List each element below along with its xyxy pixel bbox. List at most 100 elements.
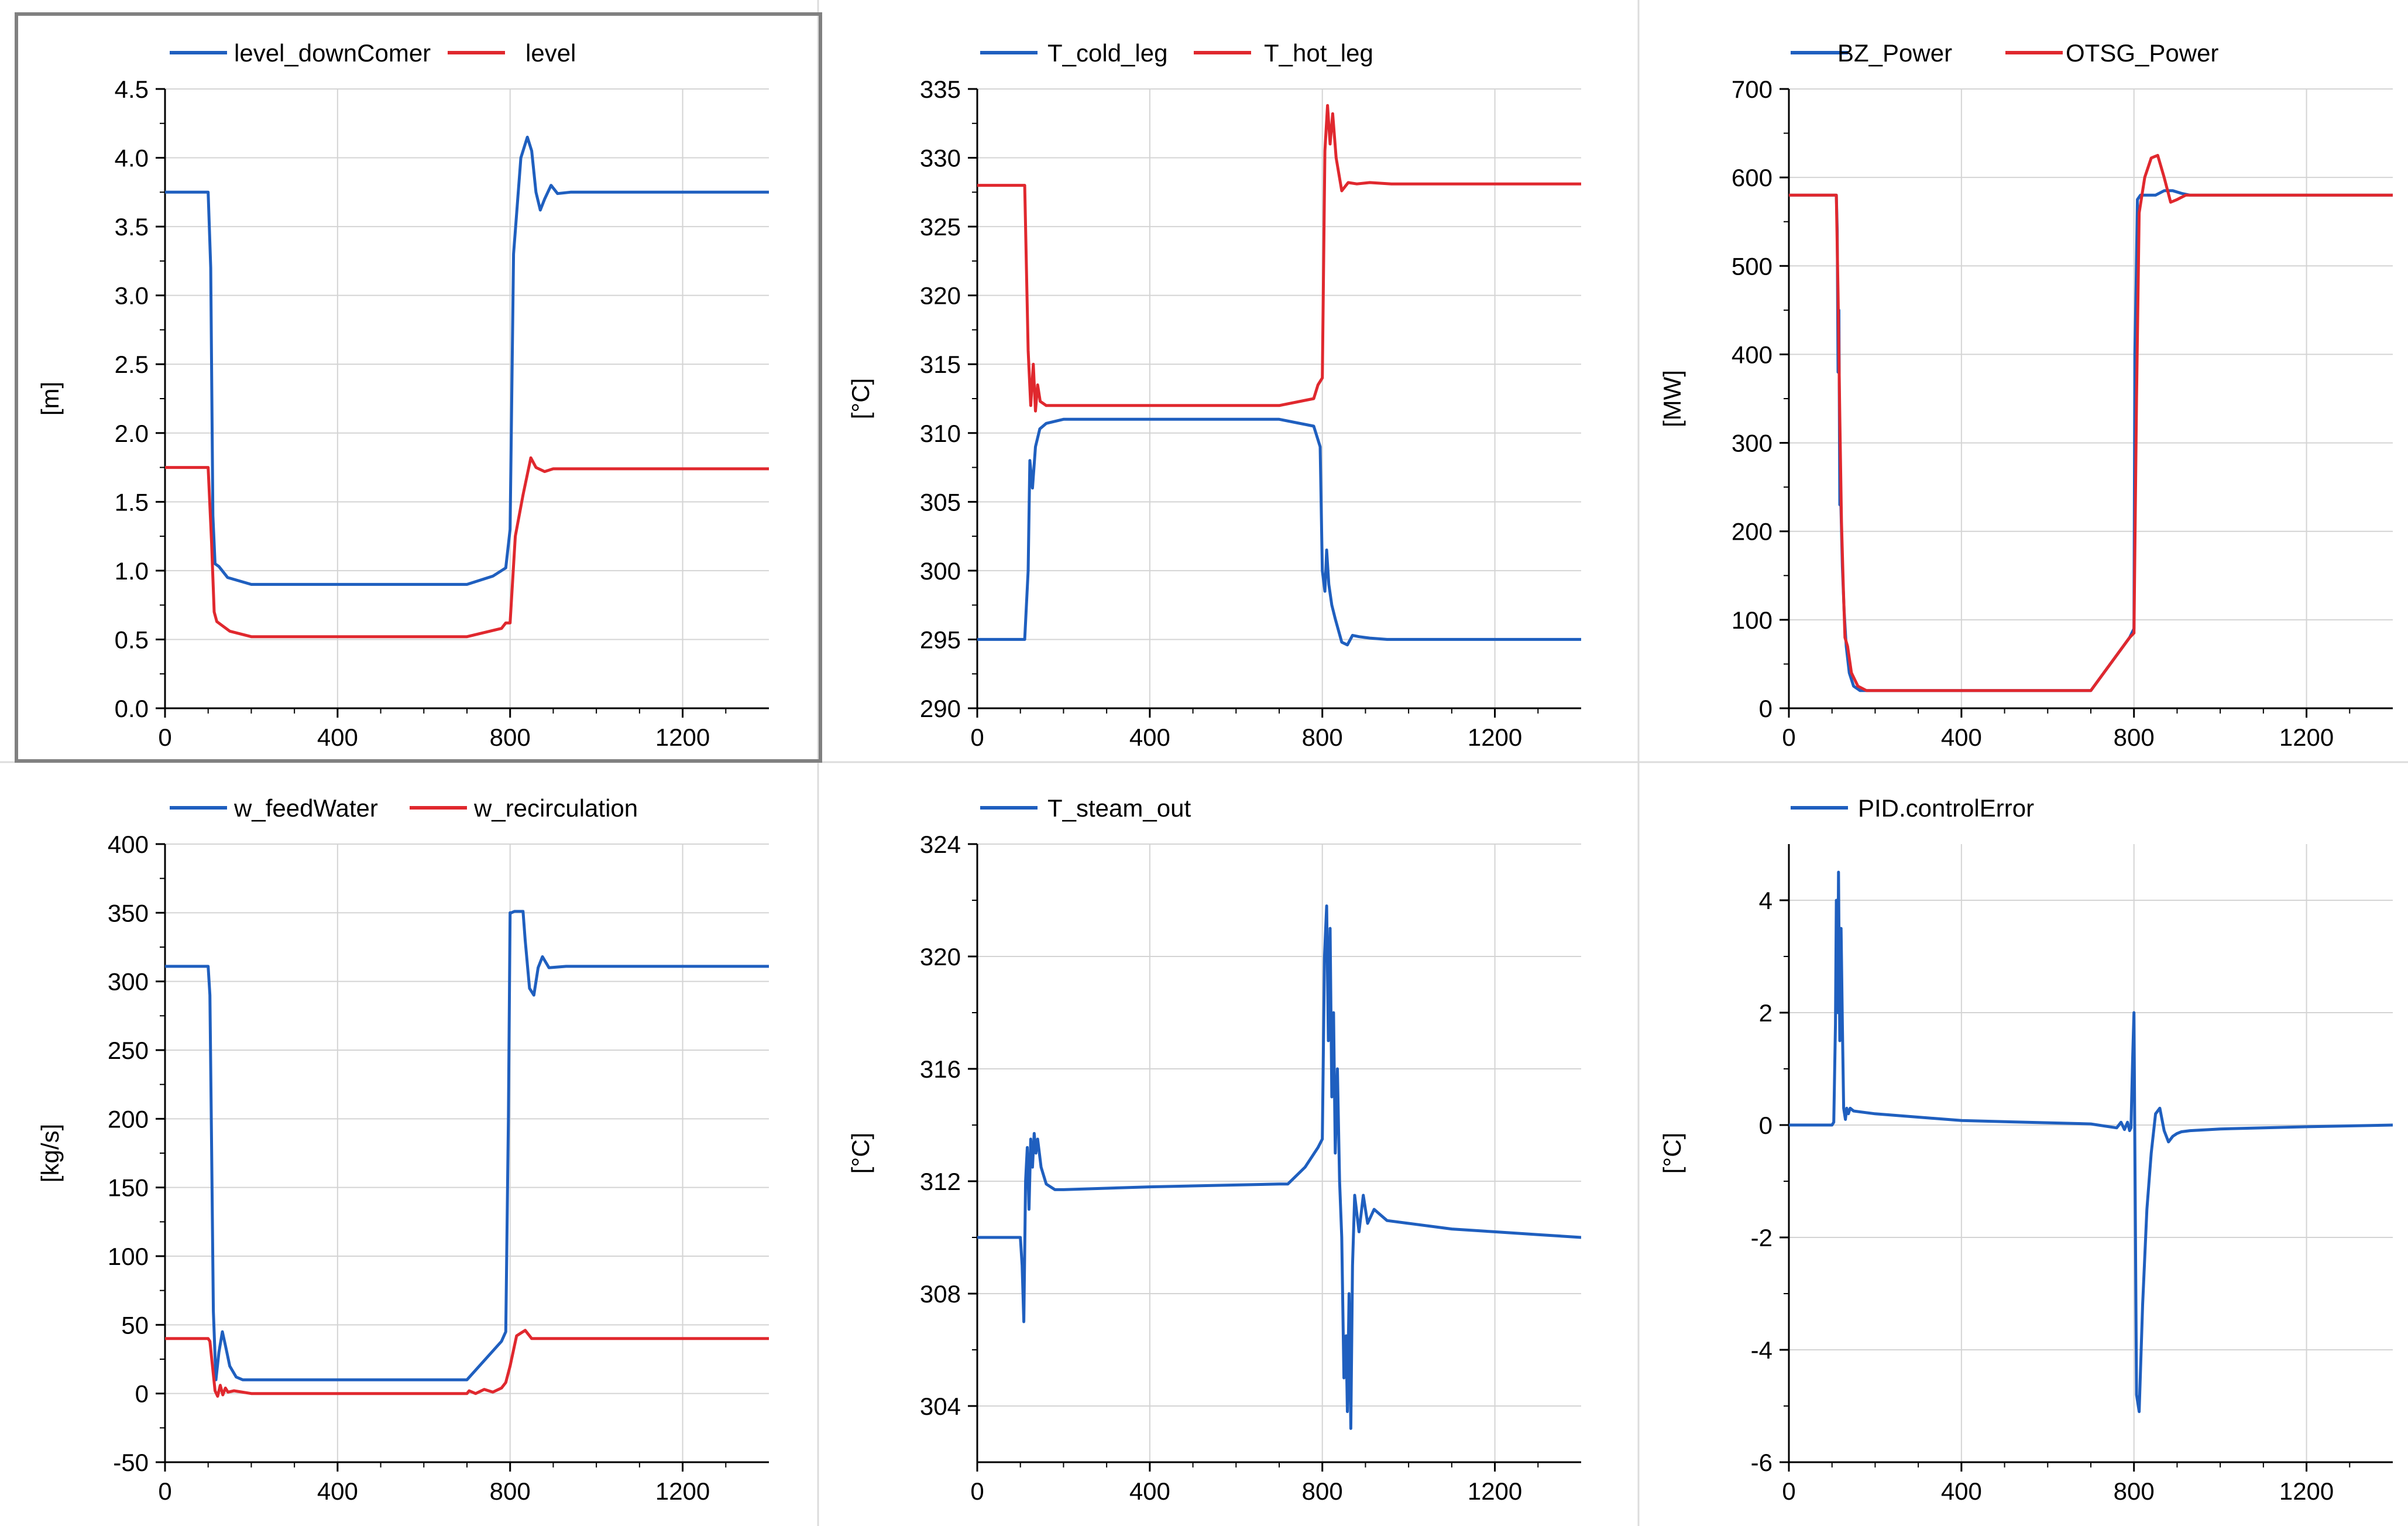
- chart-panel-2[interactable]: 0 400 800 1200 290 295 300 305 310 315 320 325 330 33…: [847, 39, 1581, 751]
- series-line-level[interactable]: [165, 456, 769, 639]
- legend-label: PID.controlError: [1858, 794, 2034, 822]
- chart-panel-5[interactable]: 0 400 800 1200 304 308 312 316 320 324 [°C] T_steam…: [847, 794, 1581, 1505]
- y-tick-label: 310: [920, 420, 961, 447]
- y-tick-label: 4.0: [115, 145, 149, 172]
- series-line-w-feedwater[interactable]: [165, 910, 769, 1381]
- y-tick-label: 400: [1732, 341, 1772, 368]
- series-line-t-steam-out[interactable]: [977, 904, 1581, 1430]
- series-group: [1789, 153, 2393, 692]
- y-tick-label: -2: [1751, 1224, 1772, 1251]
- y-tick-label: 400: [108, 831, 149, 858]
- y-tick-label: 50: [121, 1311, 149, 1339]
- legend-label: level: [525, 39, 576, 67]
- legend-entry[interactable]: level: [448, 39, 576, 67]
- legend-entry[interactable]: T_hot_leg: [1194, 39, 1373, 67]
- legend-entry[interactable]: T_cold_leg: [980, 39, 1167, 67]
- legend-label: BZ_Power: [1837, 39, 1952, 67]
- legend-label: w_feedWater: [233, 794, 378, 822]
- x-tick-label: 800: [2114, 1477, 2155, 1505]
- selected-panel-frame: [15, 12, 822, 763]
- series-line-pid-controlerror[interactable]: [1789, 870, 2393, 1414]
- legend-entry[interactable]: PID.controlError: [1791, 794, 2034, 822]
- legend-entry[interactable]: T_steam_out: [980, 794, 1191, 822]
- y-axis-label: [°C]: [847, 1133, 874, 1174]
- y-tick-label: 500: [1732, 252, 1772, 280]
- x-tick-label: 400: [1129, 1477, 1170, 1505]
- y-tick-label: 305: [920, 488, 961, 516]
- x-tick-label: 0: [158, 1477, 171, 1505]
- y-axis-label: [kg/s]: [36, 1124, 64, 1182]
- legend-entry[interactable]: w_feedWater: [170, 794, 378, 822]
- y-tick-label: 200: [1732, 518, 1772, 546]
- x-tick-label: 0: [970, 1477, 984, 1505]
- x-tick-label: 1200: [1468, 723, 1522, 751]
- y-tick-label: 200: [108, 1105, 149, 1133]
- x-tick-label: 400: [1129, 723, 1170, 751]
- series-group: [165, 910, 769, 1398]
- y-tick-label: 0: [1759, 1112, 1772, 1139]
- y-axis-label: [°C]: [847, 378, 874, 419]
- y-tick-label: -50: [113, 1449, 149, 1476]
- legend-entry[interactable]: level_downComer: [170, 39, 431, 67]
- y-tick-label: 320: [920, 282, 961, 310]
- series-line-level-downcomer[interactable]: [165, 135, 769, 586]
- legend-entry[interactable]: OTSG_Power: [2005, 39, 2218, 67]
- y-tick-label: 295: [920, 626, 961, 653]
- y-tick-label: 1.5: [115, 488, 149, 516]
- x-tick-label: 800: [490, 1477, 531, 1505]
- y-tick-label: 100: [1732, 606, 1772, 634]
- y-tick-label: 3.0: [115, 282, 149, 310]
- y-tick-label: 2: [1759, 999, 1772, 1027]
- series-line-t-cold-leg[interactable]: [977, 417, 1581, 647]
- y-tick-label: 2.0: [115, 420, 149, 447]
- series-group: [165, 135, 769, 639]
- x-tick-label: 0: [1782, 1477, 1795, 1505]
- chart-panel-3[interactable]: 0 400 800 1200 0 100 200 300 400 500 600 700 [MW] BZ_…: [1658, 39, 2393, 751]
- series-group: [977, 904, 1581, 1430]
- x-tick-label: 400: [1941, 1477, 1982, 1505]
- y-axis-label: [MW]: [1658, 370, 1686, 427]
- chart-panel-4[interactable]: 0 400 800 1200 -50 0 50 100 150 200 250 300 350 400 [k…: [36, 794, 769, 1505]
- y-tick-label: 700: [1732, 76, 1772, 103]
- y-tick-label: 1.0: [115, 557, 149, 585]
- x-tick-label: 400: [317, 723, 358, 751]
- legend-label: w_recirculation: [473, 794, 638, 822]
- y-tick-label: 304: [920, 1393, 961, 1420]
- y-tick-label: 300: [1732, 430, 1772, 457]
- legend-label: level_downComer: [234, 39, 431, 67]
- series-line-w-recirculation[interactable]: [165, 1329, 769, 1398]
- y-tick-label: 300: [108, 968, 149, 996]
- y-axis-label: [m]: [36, 382, 64, 416]
- y-tick-label: 150: [108, 1174, 149, 1202]
- y-tick-label: 100: [108, 1243, 149, 1270]
- series-line-t-hot-leg[interactable]: [977, 104, 1581, 413]
- chart-panel-1[interactable]: 0 400 800 1200 0.0 0.5 1.0 1.5 2.0 2.5 3.0 3.5 4.0 4.…: [15, 12, 822, 763]
- legend-label: T_steam_out: [1047, 794, 1191, 822]
- legend-entry[interactable]: BZ_Power: [1791, 39, 1952, 67]
- y-tick-label: 4.5: [115, 76, 149, 103]
- x-tick-label: 800: [490, 723, 531, 751]
- y-tick-label: 330: [920, 145, 961, 172]
- y-tick-label: 315: [920, 351, 961, 378]
- series-group: [977, 104, 1581, 647]
- legend-entry[interactable]: w_recirculation: [410, 794, 638, 822]
- y-tick-label: -4: [1751, 1336, 1772, 1364]
- x-tick-label: 800: [1302, 1477, 1343, 1505]
- x-tick-label: 1200: [2279, 1477, 2334, 1505]
- x-tick-label: 400: [317, 1477, 358, 1505]
- x-tick-label: 0: [158, 723, 171, 751]
- x-tick-label: 0: [1782, 723, 1795, 751]
- y-tick-label: 316: [920, 1055, 961, 1083]
- series-line-otsg-power[interactable]: [1789, 153, 2393, 692]
- y-tick-label: 3.5: [115, 213, 149, 241]
- x-tick-label: 1200: [2279, 723, 2334, 751]
- chart-panel-6[interactable]: 0 400 800 1200 -6 -4 -2 0 2 4 [°C] PID.controlError: [1658, 794, 2393, 1505]
- y-tick-label: 4: [1759, 887, 1772, 914]
- legend-label: OTSG_Power: [2066, 39, 2218, 67]
- x-tick-label: 1200: [655, 1477, 710, 1505]
- y-tick-label: 312: [920, 1168, 961, 1195]
- y-axis-label: [°C]: [1658, 1133, 1686, 1174]
- y-tick-label: 290: [920, 695, 961, 722]
- y-tick-label: 2.5: [115, 351, 149, 378]
